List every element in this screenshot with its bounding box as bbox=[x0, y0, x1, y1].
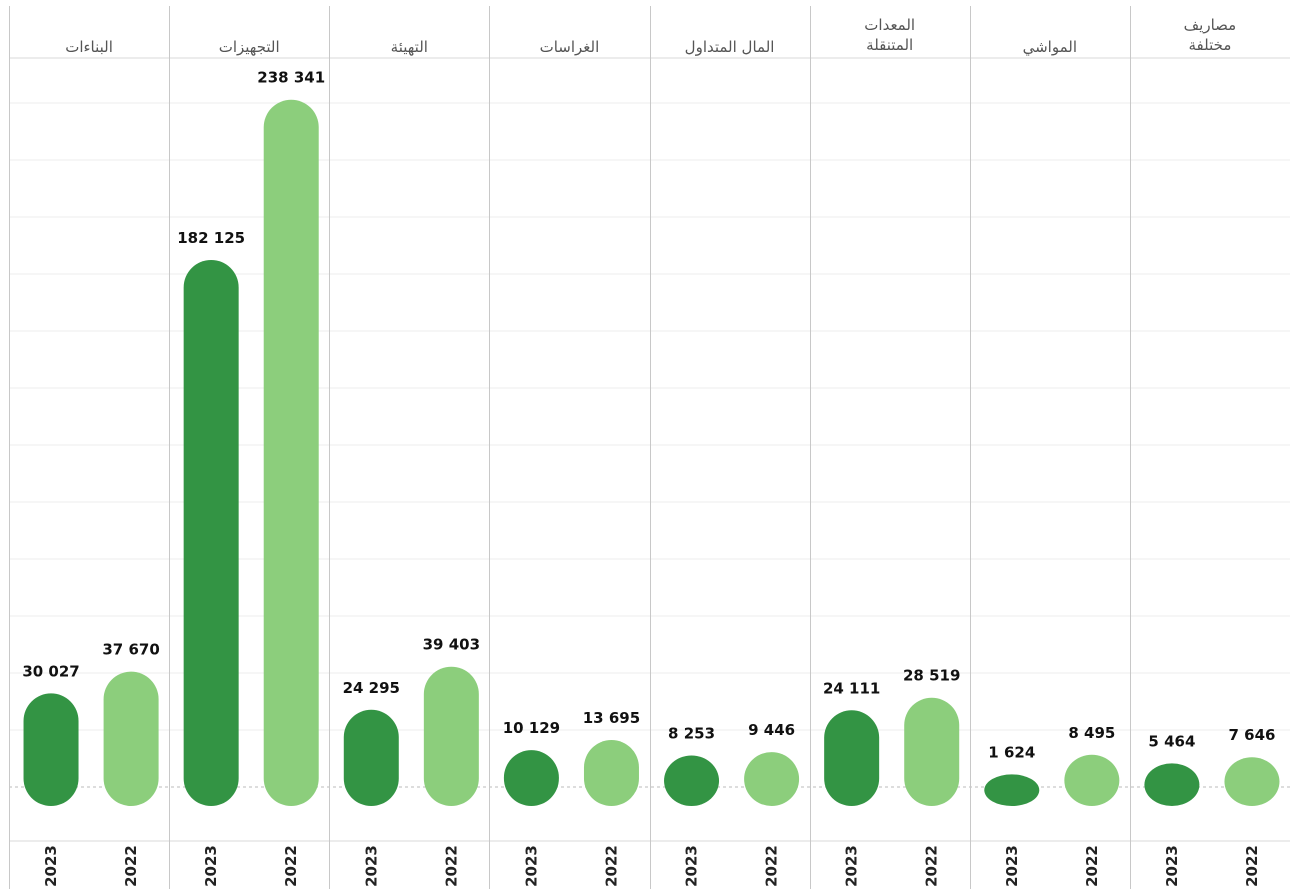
bar-2022 bbox=[423, 666, 479, 806]
bar-2023 bbox=[1144, 763, 1200, 806]
bar-2023 bbox=[664, 755, 720, 806]
bar-2022 bbox=[744, 752, 800, 806]
bar-2023 bbox=[343, 709, 399, 806]
value-labels: 30 027 37 670 182 125 238 341 24 295 39 403 10… bbox=[22, 69, 1275, 762]
year-tick-label: 2022 bbox=[923, 845, 941, 887]
bar-2023 bbox=[984, 774, 1040, 806]
bar-2023 bbox=[183, 259, 239, 807]
year-labels: 2023 2022 2023 2022 2023 2022 2023 2022 2023 2022… bbox=[42, 845, 1261, 887]
bar-2022 bbox=[103, 671, 159, 806]
year-tick-label: 2023 bbox=[202, 845, 220, 887]
value-label: 30 027 bbox=[22, 662, 79, 680]
year-tick-label: 2023 bbox=[843, 845, 861, 887]
value-label: 238 341 bbox=[257, 69, 325, 87]
value-label: 1 624 bbox=[988, 743, 1035, 761]
value-label: 13 695 bbox=[583, 709, 640, 727]
value-label: 9 446 bbox=[748, 721, 795, 739]
value-label: 7 646 bbox=[1228, 726, 1275, 744]
year-tick-label: 2022 bbox=[1083, 845, 1101, 887]
bar-2022 bbox=[263, 99, 319, 806]
panel-dividers bbox=[9, 6, 1290, 889]
category-header: المواشي bbox=[1023, 38, 1077, 57]
bar-2023 bbox=[503, 750, 559, 806]
value-label: 24 295 bbox=[343, 679, 400, 697]
year-tick-label: 2023 bbox=[522, 845, 540, 887]
category-header: التجهيزات bbox=[219, 38, 280, 56]
bar-2022 bbox=[583, 739, 639, 806]
value-label: 10 129 bbox=[503, 719, 560, 737]
bar-2023 bbox=[824, 710, 880, 806]
bar-2023 bbox=[23, 693, 79, 806]
value-label: 39 403 bbox=[423, 636, 480, 654]
category-header: المعدات المتنقلة bbox=[864, 16, 915, 54]
year-tick-label: 2023 bbox=[362, 845, 380, 887]
year-tick-label: 2023 bbox=[1003, 845, 1021, 887]
year-tick-label: 2023 bbox=[1163, 845, 1181, 887]
category-header: التهيئة bbox=[391, 38, 428, 56]
year-tick-label: 2022 bbox=[602, 845, 620, 887]
category-header: مصاريف مختلفة bbox=[1184, 16, 1237, 54]
bar-2022 bbox=[1224, 757, 1280, 806]
year-tick-label: 2022 bbox=[763, 845, 781, 887]
value-label: 37 670 bbox=[102, 641, 159, 659]
value-label: 8 495 bbox=[1068, 724, 1115, 742]
category-header: الغراسات bbox=[540, 38, 600, 56]
category-header: البناءات bbox=[65, 38, 113, 56]
category-headers: البناءات التجهيزات التهيئة الغراسات المال ال… bbox=[65, 16, 1236, 57]
value-label: 8 253 bbox=[668, 724, 715, 742]
category-header: المال المتداول bbox=[685, 38, 775, 56]
year-tick-label: 2022 bbox=[122, 845, 140, 887]
year-tick-label: 2022 bbox=[1243, 845, 1261, 887]
bar-2022 bbox=[904, 697, 960, 806]
bars bbox=[23, 99, 1280, 807]
year-tick-label: 2023 bbox=[42, 845, 60, 887]
value-label: 182 125 bbox=[177, 229, 245, 247]
year-tick-label: 2022 bbox=[282, 845, 300, 887]
value-label: 28 519 bbox=[903, 667, 960, 685]
value-label: 5 464 bbox=[1148, 732, 1195, 750]
value-label: 24 111 bbox=[823, 679, 880, 697]
bar-2022 bbox=[1064, 754, 1120, 806]
year-tick-label: 2022 bbox=[442, 845, 460, 887]
year-tick-label: 2023 bbox=[683, 845, 701, 887]
